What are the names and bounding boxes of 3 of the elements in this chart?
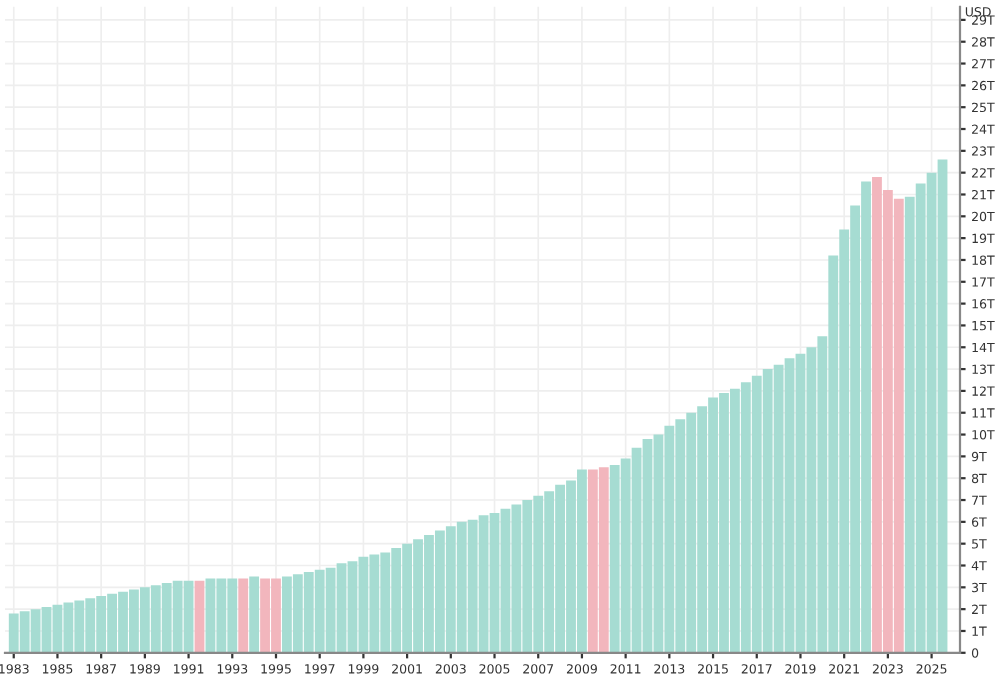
bar xyxy=(249,576,260,653)
bar xyxy=(238,578,249,653)
bar xyxy=(194,580,205,653)
